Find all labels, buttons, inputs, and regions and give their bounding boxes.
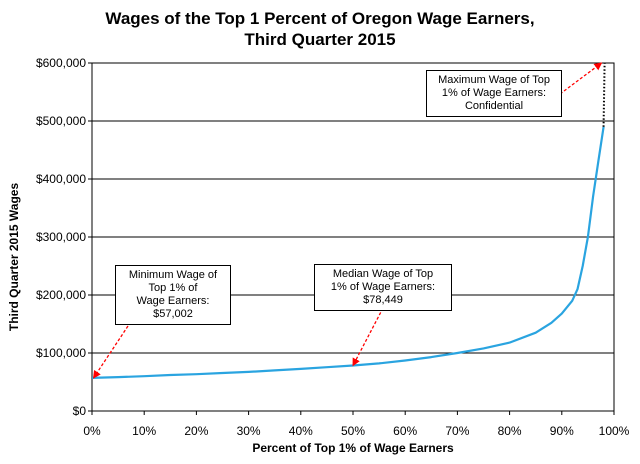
y-tick-label: $100,000 xyxy=(35,346,86,360)
dotted-extension-line xyxy=(602,62,606,127)
callout-max-line-3: Confidential xyxy=(464,100,524,112)
callout-median-line-2: 1% of Wage Earners: xyxy=(330,281,436,293)
x-tick-label: 50% xyxy=(340,424,366,438)
x-tick-label: 80% xyxy=(497,424,522,438)
x-tick-label: 30% xyxy=(236,424,261,438)
x-tick-label: 70% xyxy=(445,424,470,438)
chart-title-line-2: Third Quarter 2015 xyxy=(244,30,396,49)
y-tick-label: $0 xyxy=(72,404,86,418)
callout-median-line-3: $78,449 xyxy=(363,294,403,306)
x-tick-label: 10% xyxy=(132,424,157,438)
x-tick-label: 60% xyxy=(393,424,418,438)
annotation-arrow xyxy=(93,325,129,379)
callout-max-line-1: Maximum Wage of Top xyxy=(438,74,550,86)
x-tick-label: 40% xyxy=(288,424,313,438)
x-tick-label: 20% xyxy=(184,424,209,438)
annotation-arrow xyxy=(352,307,384,367)
callout-min-line-1: Minimum Wage of xyxy=(128,269,218,281)
x-tick-label: 90% xyxy=(549,424,574,438)
y-tick-label: $400,000 xyxy=(35,172,86,186)
y-tick-label: $200,000 xyxy=(35,288,86,302)
y-axis-label: Third Quarter 2015 Wages xyxy=(7,182,21,332)
callout-median-wage: Median Wage of Top 1% of Wage Earners: $… xyxy=(314,264,452,311)
callout-min-line-4: $57,002 xyxy=(153,308,193,320)
callout-min-line-2: Top 1% of xyxy=(148,282,198,294)
callout-median-line-1: Median Wage of Top xyxy=(332,268,434,280)
y-tick-label: $600,000 xyxy=(35,56,86,70)
callout-max-line-2: 1% of Wage Earners: xyxy=(441,87,547,99)
callout-min-line-3: Wage Earners: xyxy=(136,295,210,307)
callout-min-wage: Minimum Wage of Top 1% of Wage Earners: … xyxy=(115,265,231,325)
y-tick-label: $500,000 xyxy=(35,114,86,128)
y-tick-label: $300,000 xyxy=(35,230,86,244)
x-tick-label: 0% xyxy=(83,424,101,438)
x-axis-label: Percent of Top 1% of Wage Earners xyxy=(252,441,454,455)
annotation-arrow xyxy=(559,62,603,95)
chart-title-line-1: Wages of the Top 1 Percent of Oregon Wag… xyxy=(105,9,535,28)
callout-max-wage: Maximum Wage of Top 1% of Wage Earners: … xyxy=(426,70,562,117)
series-line-top-1pct-wages xyxy=(91,126,605,379)
x-tick-label: 100% xyxy=(598,424,630,438)
